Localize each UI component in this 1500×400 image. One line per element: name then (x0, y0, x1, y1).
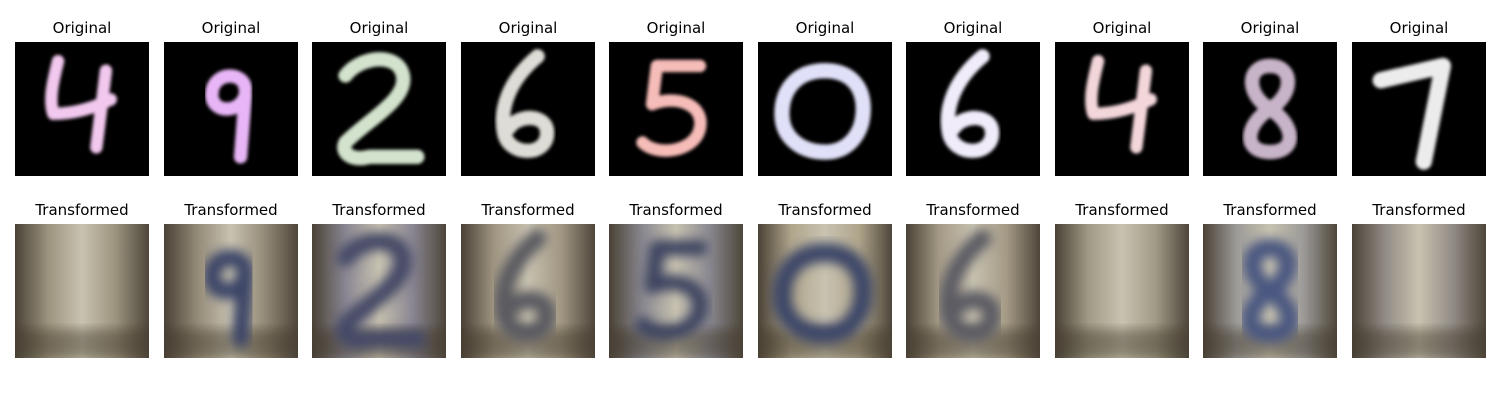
panel-title: Original (1389, 19, 1449, 37)
panel-title: Transformed (481, 201, 575, 219)
original-digit-image (609, 42, 743, 176)
transformed-digit-image (164, 224, 298, 358)
transformed-digit-image (1352, 224, 1486, 358)
transformed-digit-image (1055, 224, 1189, 358)
panel-title: Transformed (1223, 201, 1317, 219)
panel-title: Transformed (332, 201, 426, 219)
panel-title: Original (795, 19, 855, 37)
transformed-digit-image (312, 224, 446, 358)
panel-title: Transformed (629, 201, 723, 219)
panel-title: Original (349, 19, 409, 37)
panel-title: Original (1240, 19, 1300, 37)
transformed-digit-image (1203, 224, 1337, 358)
panel-title: Transformed (184, 201, 278, 219)
panel-title: Original (1092, 19, 1152, 37)
original-digit-image (312, 42, 446, 176)
transformed-digit-image (15, 224, 149, 358)
original-digit-image (15, 42, 149, 176)
original-digit-image (1352, 42, 1486, 176)
original-digit-image (1055, 42, 1189, 176)
panel-title: Transformed (1372, 201, 1466, 219)
original-digit-image (1203, 42, 1337, 176)
panel-title: Original (498, 19, 558, 37)
panel-title: Transformed (1075, 201, 1169, 219)
original-digit-image (461, 42, 595, 176)
panel-title: Original (943, 19, 1003, 37)
original-digit-image (164, 42, 298, 176)
panel-title: Original (201, 19, 261, 37)
panel-title: Original (646, 19, 706, 37)
original-digit-image (906, 42, 1040, 176)
panel-title: Transformed (35, 201, 129, 219)
original-digit-image (758, 42, 892, 176)
transformed-digit-image (461, 224, 595, 358)
transformed-digit-image (906, 224, 1040, 358)
panel-title: Transformed (926, 201, 1020, 219)
panel-title: Transformed (778, 201, 872, 219)
transformed-digit-image (609, 224, 743, 358)
transformed-digit-image (758, 224, 892, 358)
panel-title: Original (52, 19, 112, 37)
